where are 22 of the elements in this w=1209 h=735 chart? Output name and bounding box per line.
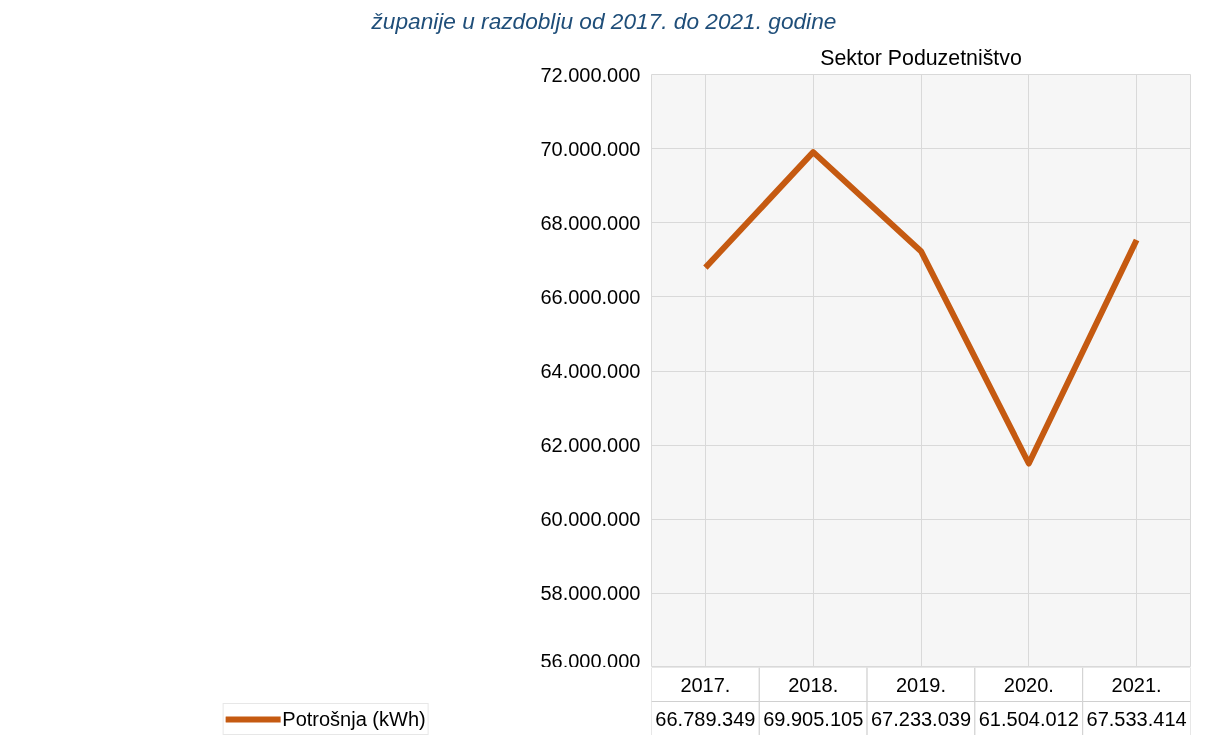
y-tick-label: 56.000.000 [540,649,641,672]
x-tick-label: 2019. [895,673,947,696]
text: 67.233.039 [870,707,972,730]
text: županije u razdoblju od 2017. do 2021. godine [370,7,837,34]
x-tick-label: 2017. [680,673,731,696]
legend-label: Potrošnja (kWh) [282,706,426,732]
text: 61.504.012 [978,707,1079,730]
x-tick-label: 2018. [788,673,839,696]
y-tick-label: 70.000.000 [540,137,641,160]
x-tick-label: 2021. [1111,673,1162,696]
chart-title: Sektor Poduzetništvo [820,45,1022,70]
y-tick-label: 72.000.000 [540,63,641,86]
text: 67.533.414 [1086,707,1187,730]
y-tick-label: 58.000.000 [540,582,641,605]
text: 69.905.105 [763,707,864,730]
y-tick-label: 60.000.000 [540,508,641,531]
y-tick-label: 64.000.000 [540,360,641,382]
y-tick-label: 68.000.000 [540,211,641,234]
y-tick-label: 66.000.000 [540,285,641,308]
x-tick-label: 2020. [1003,673,1054,696]
text: 66.789.349 [655,707,756,730]
y-tick-label: 62.000.000 [540,434,641,457]
